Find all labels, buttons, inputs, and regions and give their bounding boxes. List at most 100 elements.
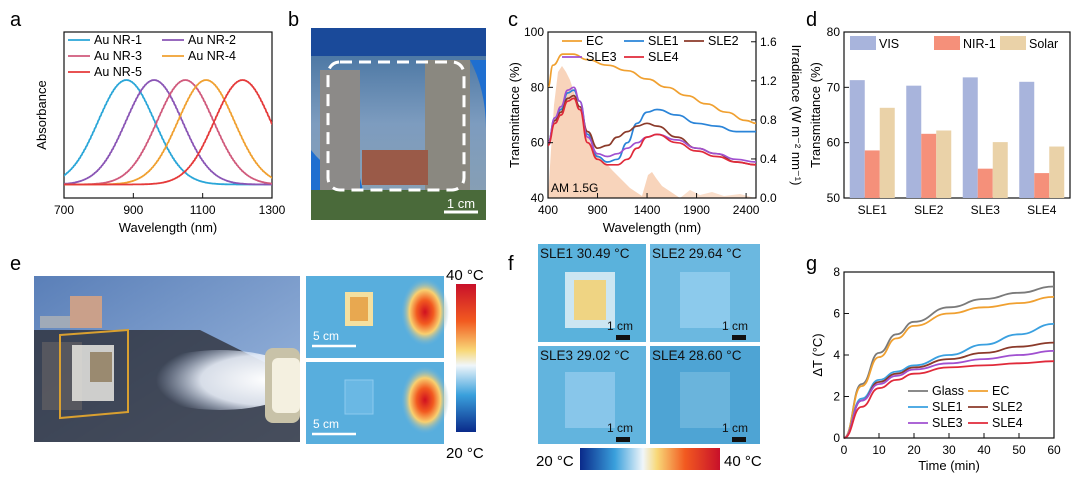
d-frame [843,31,1071,199]
panel-a: 700 900 1100 1300 Wavelength (nm) Absorbanc… [34,31,286,235]
c-xlabel: Wavelength (nm) [603,220,702,235]
f-cell-3-window [565,372,615,428]
c-xtick-label: 900 [588,203,608,217]
e-light-beam [140,350,300,410]
c-ytick-label: 100 [524,25,544,39]
f-cell-scalebar [732,437,746,442]
panel-d: SLE1 SLE2 SLE3 SLE4 50 60 70 80 Transmittance … [808,25,1071,217]
f-cell-4-window [680,372,730,428]
a-series-group [63,79,273,186]
f-cell-labels: SLE1 30.49 °C 1 cm SLE2 29.64 °C 1 cm SLE3 2… [540,246,748,442]
e-colorbar [456,284,476,432]
d-legend: VIS NIR-1 Solar [850,36,1058,51]
a-legend-label: Au NR-1 [94,33,142,47]
d-xtick-label: SLE3 [971,203,1001,217]
d-legend-swatch [850,36,876,50]
a-xtick-label: 1300 [259,203,286,217]
f-cell-title: SLE4 28.60 °C [652,348,742,363]
d-legend-label: VIS [879,37,899,51]
panel-e: 5 cm 5 cm 40 °C 20 °C [34,267,484,462]
d-bar-sle4-nir-1 [1034,173,1050,198]
c-series-group [547,53,757,166]
a-ylabel: Absorbance [34,80,49,149]
d-ytick-label: 60 [827,136,841,150]
c-ytick-label: 60 [531,136,545,150]
g-series-sle1 [843,323,1055,439]
g-legend-label: SLE1 [932,400,963,414]
f-cell-title: SLE1 30.49 °C [540,246,630,261]
c-ytick-right-label: 0.0 [760,191,777,205]
f-colorbar-min: 20 °C [536,453,574,470]
e-thermal-bottom-hotspot [401,366,449,434]
d-bar-sle1-vis [849,80,865,198]
c-frame [547,31,757,199]
panel-label-b: b [288,9,299,31]
panel-label-g: g [806,253,817,275]
e-thermal-top-window-inner [350,297,368,321]
c-legend-label: EC [586,34,603,48]
a-legend-label: Au NR-2 [188,33,236,47]
g-xtick-label: 0 [841,443,848,457]
f-cell-scale-label: 1 cm [607,319,633,333]
g-legend-label: SLE2 [992,400,1023,414]
f-cell-scalebar [732,335,746,340]
c-legend-label: SLE4 [648,50,679,64]
b-glove-top [311,28,486,56]
g-ytick-label: 0 [833,431,840,445]
d-xtick-label: SLE2 [914,203,944,217]
b-film-outline [326,60,466,192]
e-camera-arm [40,316,70,328]
g-legend-label: SLE3 [932,416,963,430]
c-ytick-right-label: 0.8 [760,113,777,127]
g-xtick-label: 60 [1047,443,1061,457]
e-colorbar-max: 40 °C [446,267,484,284]
d-bar-sle3-solar [992,142,1008,198]
a-xlabel: Wavelength (nm) [119,220,218,235]
c-legend-label: SLE2 [708,34,739,48]
d-bar-sle3-vis [962,77,978,198]
c-ylabel-right: Irradiance (W m⁻² nm⁻¹) [789,45,804,186]
e-thermal-top-hotspot [401,278,449,346]
g-series-ec [843,296,1055,439]
e-scalebar-bottom-label: 5 cm [313,417,339,431]
e-lamp-face [272,358,300,413]
panel-label-d: d [806,9,817,31]
c-xtick-label: 1400 [634,203,661,217]
b-glove-right [470,60,486,130]
g-legend: Glass EC SLE1 SLE2 SLE3 SLE4 [908,384,1023,430]
e-model-house [59,328,129,420]
a-xtick-label: 1100 [190,203,216,217]
b-building-center [362,150,428,185]
d-bar-sle3-nir-1 [977,168,993,198]
d-ylabel: Transmittance (%) [808,62,823,168]
g-tick-group: 0 10 20 30 40 50 60 0 2 4 6 8 [833,265,1061,457]
panel-f: SLE1 30.49 °C 1 cm SLE2 29.64 °C 1 cm SLE3 2… [536,244,762,470]
panel-label-a: a [10,9,22,31]
c-ytick-label: 40 [531,191,545,205]
f-cell-scale-label: 1 cm [722,319,748,333]
g-xtick-label: 10 [872,443,886,457]
g-ytick-label: 8 [833,265,840,279]
f-cell-2-window [680,272,730,328]
b-ground [311,190,486,220]
c-ytick-right-label: 1.6 [760,35,777,49]
g-series-sle3 [843,350,1055,439]
g-xtick-label: 20 [907,443,921,457]
d-ytick-label: 50 [827,191,841,205]
f-cell-scale-label: 1 cm [607,421,633,435]
g-xtick-label: 40 [977,443,991,457]
d-legend-swatch [934,36,960,50]
d-xtick-label: SLE1 [858,203,888,217]
c-tick-group: 400 900 1400 1900 2400 40 60 80 100 0.0 0.4 0.8 1.2 1… [524,25,777,217]
g-ylabel: ΔT (°C) [810,333,825,376]
g-xtick-label: 30 [942,443,956,457]
panel-b: 1 cm [311,28,486,220]
c-ytick-right-label: 1.2 [760,74,777,88]
f-cell-1-hot [574,280,606,320]
panel-label-e: e [10,253,21,275]
c-annotation: AM 1.5G [551,181,598,195]
g-series-group [843,285,1055,439]
a-xtick-label: 700 [54,203,74,217]
c-ytick-right-label: 0.4 [760,152,777,166]
